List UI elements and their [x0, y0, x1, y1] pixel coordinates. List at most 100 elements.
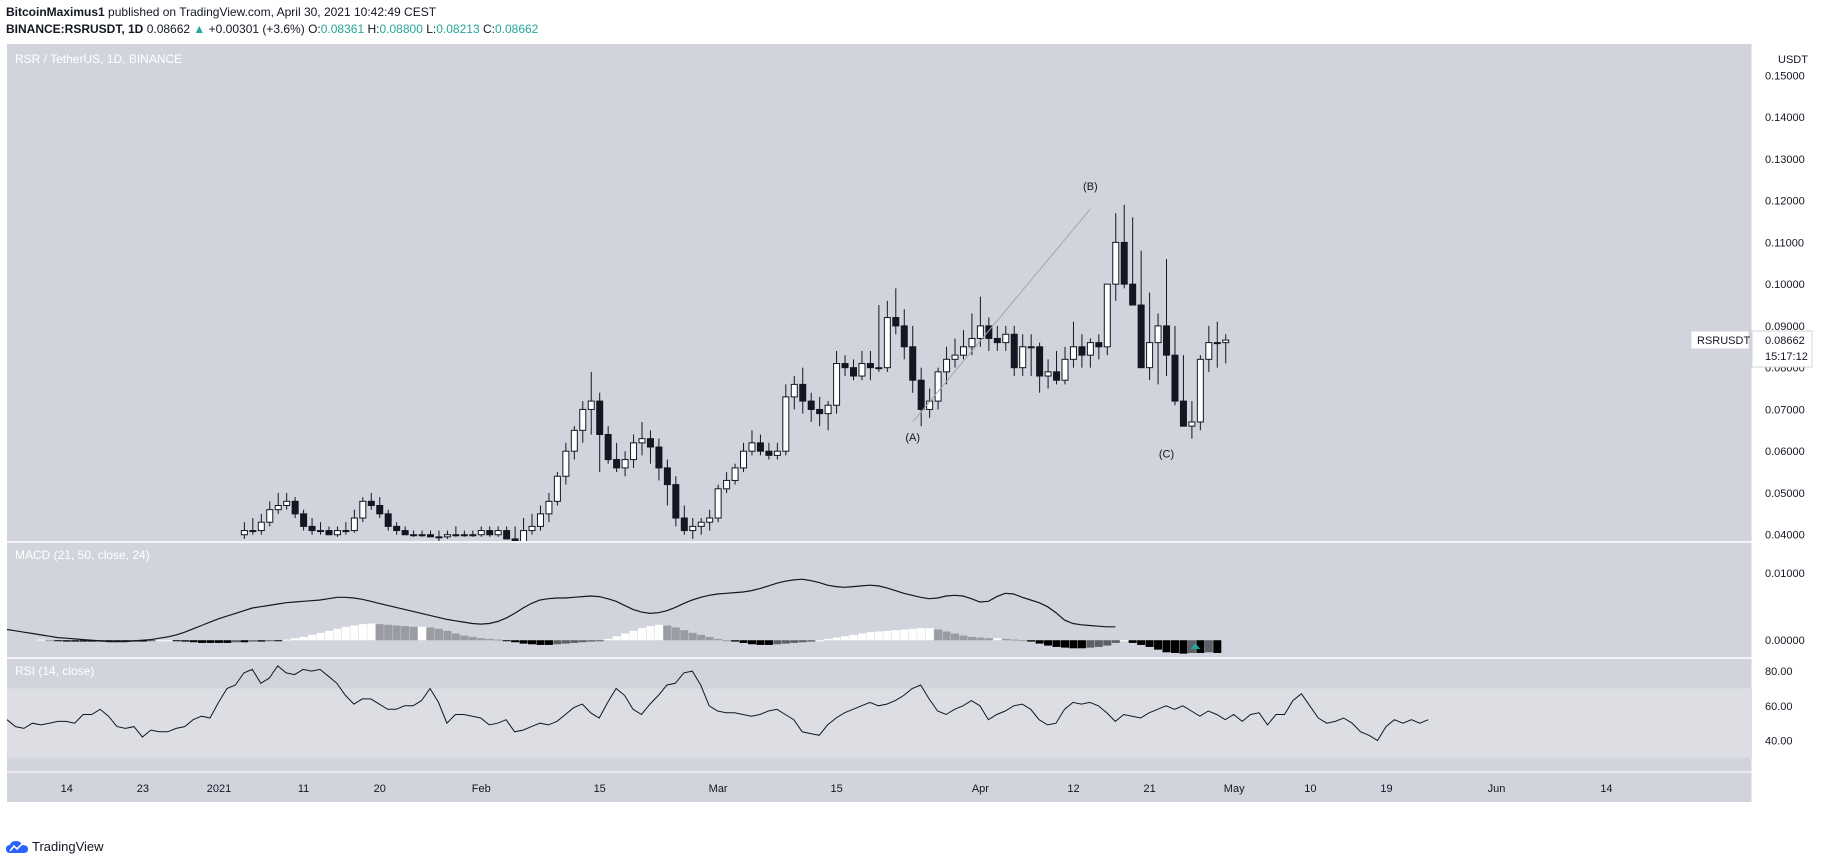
rsi-line	[6, 665, 1429, 742]
candle-body	[427, 534, 434, 538]
candle-body	[308, 525, 316, 532]
time-tick-label: 21	[1143, 783, 1155, 795]
macd-histogram-bar	[45, 640, 54, 642]
macd-histogram-bar	[1179, 640, 1188, 654]
macd-histogram-bar	[1128, 640, 1137, 643]
symbol-label: BINANCE:RSRUSDT, 1D	[6, 22, 144, 36]
rsi-tick-label: 40.00	[1765, 736, 1793, 748]
macd-histogram-bar	[324, 630, 333, 641]
macd-histogram-bar	[705, 636, 714, 641]
macd-histogram-bar	[866, 632, 875, 641]
candle-body	[1027, 346, 1035, 349]
macd-histogram-bar	[764, 640, 773, 645]
price-tick-label: 0.10000	[1765, 279, 1805, 291]
candle-body	[1103, 283, 1111, 348]
macd-histogram-bar	[206, 640, 215, 643]
candle-body	[892, 317, 900, 327]
candle-body	[291, 500, 299, 515]
macd-histogram-bar	[1204, 640, 1213, 653]
macd-histogram-bar	[714, 638, 723, 641]
candle-body	[266, 509, 274, 523]
candle-body	[562, 450, 570, 477]
macd-histogram-bar	[333, 628, 342, 641]
macd-histogram-bar	[984, 638, 993, 641]
macd-histogram-bar	[1170, 640, 1179, 653]
candle-body	[697, 521, 705, 527]
candle-body	[536, 513, 544, 527]
candle-body	[1120, 241, 1128, 285]
macd-histogram-bar	[731, 640, 740, 642]
last-price: 0.08662	[146, 22, 191, 36]
tradingview-cloud-icon	[6, 840, 28, 853]
macd-histogram-bar	[857, 633, 866, 641]
macd-histogram-bar	[79, 640, 88, 642]
macd-histogram-bar	[468, 636, 477, 641]
candle-body	[1179, 400, 1187, 427]
price-chart[interactable]: 0.15000 0.14000 0.13000 0.12000 0.11000 0.100…	[0, 44, 1828, 836]
author-name[interactable]: BitcoinMaximus1	[6, 5, 105, 19]
price-tick-label: 0.13000	[1765, 154, 1805, 166]
symbol-badge	[1690, 330, 1750, 350]
candle-body	[1213, 342, 1221, 345]
macd-histogram-bar	[536, 640, 545, 645]
time-tick-label: 19	[1380, 783, 1392, 795]
candle-body	[723, 479, 731, 490]
open-value: 0.08361	[320, 22, 365, 36]
macd-histogram-bar	[629, 630, 638, 641]
candle-body	[486, 530, 494, 536]
macd-histogram-bar	[1086, 640, 1095, 648]
time-tick-label: 15	[830, 783, 842, 795]
rsi-title: RSI (14, close)	[15, 664, 94, 678]
candle-body	[1044, 371, 1052, 377]
candle-body	[850, 367, 857, 377]
macd-histogram-bar	[849, 634, 858, 641]
candle-body	[1129, 283, 1137, 306]
macd-histogram-bar	[392, 625, 401, 641]
macd-histogram-bar	[477, 638, 486, 641]
macd-histogram-bar	[1069, 640, 1078, 649]
macd-histogram-bar	[697, 634, 706, 641]
last-price-label: 0.08662	[1765, 335, 1805, 347]
macd-line	[6, 578, 1116, 643]
macd-histogram-bar	[1120, 640, 1129, 642]
macd-histogram-bar	[739, 640, 748, 643]
macd-histogram-bar	[663, 625, 672, 641]
macd-histogram-bar	[460, 635, 469, 641]
price-axis-panel	[1752, 44, 1828, 802]
macd-histogram-bar	[341, 626, 350, 641]
macd-histogram-bar	[1162, 640, 1171, 653]
macd-histogram-bar	[384, 624, 393, 641]
macd-histogram-bar	[1077, 640, 1086, 649]
candle-body	[1188, 421, 1196, 427]
candle-body	[1112, 241, 1120, 285]
candle-body	[1053, 371, 1061, 381]
candle-body	[553, 475, 561, 502]
candle-body	[706, 517, 714, 523]
chart-background	[7, 44, 1752, 802]
macd-histogram-bar	[164, 640, 173, 642]
price-tick-label: 0.15000	[1765, 70, 1805, 82]
macd-histogram-bar	[1094, 640, 1103, 647]
macd-histogram-bar	[375, 624, 384, 641]
candle-body	[731, 467, 739, 481]
macd-histogram-bar	[604, 638, 613, 641]
candle-body	[240, 530, 248, 536]
candle-body	[1010, 333, 1018, 369]
macd-histogram-bar	[1103, 640, 1112, 646]
candle-body	[968, 337, 976, 348]
candle-body	[638, 438, 646, 444]
price-tick-label: 0.05000	[1765, 488, 1805, 500]
candle-body	[274, 505, 282, 511]
macd-histogram-bar	[528, 640, 537, 645]
macd-histogram-bar	[680, 630, 689, 641]
wave-label: (C)	[1159, 448, 1174, 460]
macd-histogram-bar	[274, 640, 283, 642]
candle-body	[545, 500, 553, 515]
candle-body	[951, 354, 959, 360]
rsi-band	[7, 688, 1752, 758]
macd-histogram-bar	[790, 640, 799, 643]
macd-histogram-bar	[426, 627, 435, 641]
tradingview-logo[interactable]: TradingView	[6, 839, 104, 854]
candle-body	[401, 530, 409, 536]
macd-histogram-bar	[578, 640, 587, 643]
